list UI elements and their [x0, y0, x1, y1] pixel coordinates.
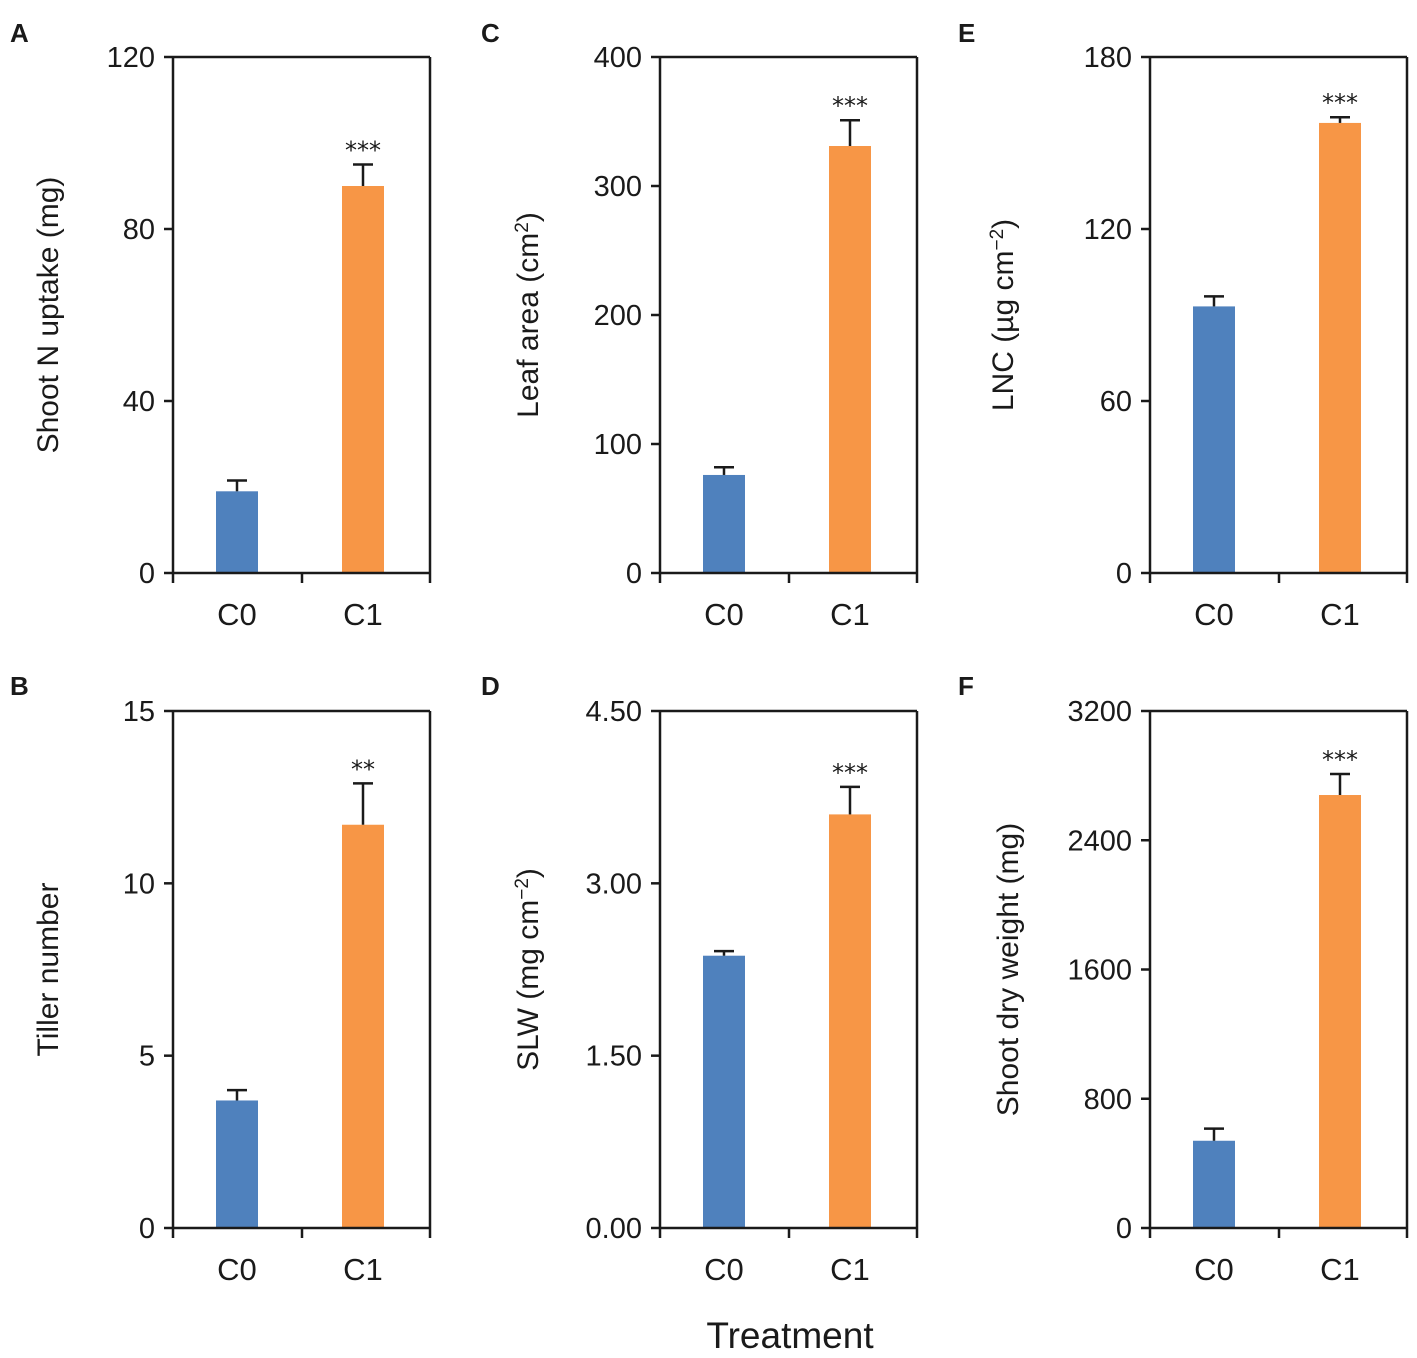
panel-f-letter: F [958, 671, 974, 701]
panel-b-letter: B [10, 671, 29, 701]
panel-f-category-label-c1: C1 [1320, 1252, 1360, 1287]
panel-f-y-tick-label: 2400 [1067, 825, 1132, 857]
panel-c-y-axis-title-part: ) [512, 212, 545, 222]
panel-a-y-axis-title: Shoot N uptake (mg) [32, 177, 65, 454]
panel-f-category-label-c0: C0 [1194, 1252, 1234, 1287]
panel-e: E C0 *** C1 0 60 120 180 LNC (µg cm−2) [958, 18, 1409, 632]
panel-e-y-axis-title: LNC (µg cm−2) [987, 219, 1021, 411]
panel-d-significance-c1: *** [832, 759, 868, 787]
panel-f-y-axis-title-part: Shoot dry weight (mg) [992, 823, 1025, 1116]
panel-c-y-axis-title-part: Leaf area (cm [512, 233, 545, 418]
panel-f-y-tick-label: 0 [1116, 1213, 1132, 1245]
panel-f: F C0 *** C1 0 800 1600 2400 3200 Shoot dry weight… [958, 671, 1409, 1287]
panel-c-y-axis-title: Leaf area (cm2) [512, 212, 546, 418]
panel-f-y-tick-label: 3200 [1067, 696, 1132, 728]
panel-a-bar-c0 [216, 491, 258, 573]
panel-c-letter: C [481, 18, 500, 48]
panel-b-y-tick-label: 0 [139, 1213, 155, 1245]
panel-c-y-tick-label: 200 [594, 300, 642, 332]
panel-d-category-label-c1: C1 [830, 1252, 870, 1287]
panel-f-bar-c1 [1319, 795, 1361, 1228]
panel-e-category-label-c1: C1 [1320, 597, 1360, 632]
panel-b-y-axis-title: Tiller number [32, 883, 65, 1057]
panel-c-category-label-c1: C1 [830, 597, 870, 632]
panel-f-y-tick-label: 1600 [1067, 955, 1132, 987]
panel-b-category-label-c1: C1 [343, 1252, 383, 1287]
panel-a-letter: A [10, 18, 29, 48]
panel-d-y-tick-label: 3.00 [586, 868, 642, 900]
panel-b: B C0 ** C1 0 5 10 15 Tiller number [10, 671, 432, 1287]
panel-c-bar-c1 [829, 146, 871, 573]
panel-c-y-tick-label: 100 [594, 429, 642, 461]
panel-f-significance-c1: *** [1322, 746, 1358, 774]
panel-b-significance-c1: ** [351, 755, 375, 783]
panel-d-y-tick-label: 0.00 [586, 1213, 642, 1245]
panel-b-category-label-c0: C0 [217, 1252, 257, 1287]
panel-e-y-axis-title-part: LNC (µg cm [987, 251, 1020, 412]
panel-d-y-tick-label: 1.50 [586, 1041, 642, 1073]
panel-c-y-tick-label: 0 [626, 558, 642, 590]
panel-e-letter: E [958, 18, 975, 48]
panel-e-bar-c1 [1319, 122, 1361, 573]
panel-d-y-axis-title-part: ) [512, 868, 545, 878]
panel-d-y-axis-title-part: SLW (mg cm [512, 900, 545, 1071]
panel-d-y-axis-title: SLW (mg cm−2) [512, 868, 546, 1071]
panel-e-y-tick-label: 60 [1100, 386, 1132, 418]
panel-b-y-tick-label: 15 [123, 696, 155, 728]
panel-c-y-tick-label: 400 [594, 42, 642, 74]
panel-e-y-axis-title-part: −2 [987, 229, 1008, 251]
panel-d-y-axis-title-part: −2 [512, 878, 533, 900]
panel-e-category-label-c0: C0 [1194, 597, 1234, 632]
panel-a-y-tick-label: 40 [123, 386, 155, 418]
panel-a-y-tick-label: 80 [123, 214, 155, 246]
panel-e-y-tick-label: 120 [1084, 214, 1132, 246]
panel-d: D C0 *** C1 0.00 1.50 3.00 4.50 SLW (mg cm−2) [481, 671, 919, 1287]
panel-a-y-tick-label: 0 [139, 558, 155, 590]
panel-e-significance-c1: *** [1322, 89, 1358, 117]
panel-e-y-tick-label: 0 [1116, 558, 1132, 590]
panel-a-bar-c1 [342, 186, 384, 573]
panel-b-y-axis-title-part: Tiller number [32, 883, 65, 1057]
panel-c-y-axis-title-part: 2 [512, 222, 533, 233]
panel-d-category-label-c0: C0 [704, 1252, 744, 1287]
global-x-axis-title: Treatment [706, 1315, 874, 1356]
panel-b-y-tick-label: 5 [139, 1041, 155, 1073]
panel-e-bar-c0 [1193, 306, 1235, 573]
panel-b-bar-c1 [342, 824, 384, 1228]
panel-e-y-tick-label: 180 [1084, 42, 1132, 74]
panel-a-category-label-c0: C0 [217, 597, 257, 632]
panel-d-y-tick-label: 4.50 [586, 696, 642, 728]
panel-a-y-tick-label: 120 [107, 42, 155, 74]
panel-b-bar-c0 [216, 1100, 258, 1228]
panel-a: A C0 *** C1 0 40 80 120 Shoot N uptake (mg) [10, 18, 432, 632]
panel-e-y-axis-title-part: ) [987, 219, 1020, 229]
panel-c-significance-c1: *** [832, 92, 868, 120]
panel-c-y-tick-label: 300 [594, 171, 642, 203]
panel-c: C C0 *** C1 0 100 200 300 400 Leaf area (cm2) [481, 18, 919, 632]
panel-a-y-axis-title-part: Shoot N uptake (mg) [32, 177, 65, 454]
panel-a-category-label-c1: C1 [343, 597, 383, 632]
panel-f-y-tick-label: 800 [1084, 1084, 1132, 1116]
panel-d-letter: D [481, 671, 500, 701]
panel-d-bar-c0 [703, 955, 745, 1228]
panel-c-category-label-c0: C0 [704, 597, 744, 632]
panel-d-bar-c1 [829, 814, 871, 1228]
panel-f-y-axis-title: Shoot dry weight (mg) [992, 823, 1025, 1116]
panel-b-y-tick-label: 10 [123, 868, 155, 900]
panel-f-bar-c0 [1193, 1140, 1235, 1228]
panel-a-significance-c1: *** [345, 137, 381, 165]
panel-c-bar-c0 [703, 474, 745, 573]
